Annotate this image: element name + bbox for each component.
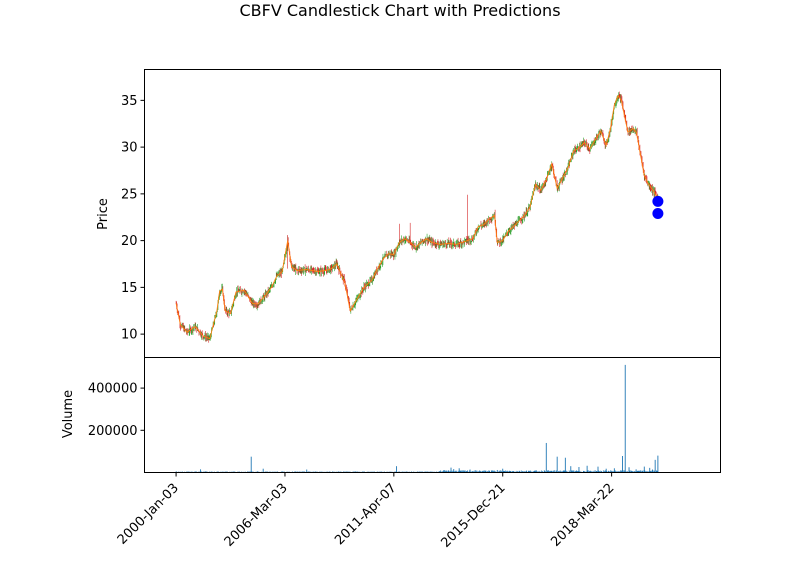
prediction-point — [652, 195, 664, 207]
close-price-line — [175, 94, 659, 340]
volume-panel: 200000 400000 Volume — [61, 357, 721, 473]
x-tick-label: 2018-Mar-22 — [548, 481, 617, 550]
prediction-point — [652, 208, 664, 219]
volume-panel-frame — [144, 357, 721, 473]
x-tick-label: 2000-Jan-03 — [115, 481, 182, 548]
price-panel: 10 15 20 25 30 35 Price — [96, 69, 721, 358]
volume-bars — [175, 364, 659, 473]
price-tick-label: 15 — [121, 281, 138, 296]
price-tick-label: 35 — [121, 94, 138, 109]
price-tick-label: 25 — [121, 187, 138, 202]
x-tick-label: 2006-Mar-03 — [222, 481, 291, 550]
price-tick-label: 30 — [121, 141, 138, 156]
x-tick-label: 2011-Apr-07 — [332, 481, 399, 548]
volume-tick-label: 400000 — [88, 382, 138, 397]
price-tick-label: 10 — [121, 328, 138, 343]
volume-y-ticks: 200000 400000 — [88, 382, 145, 439]
price-axis-label: Price — [96, 198, 111, 230]
chart-title: CBFV Candlestick Chart with Predictions — [239, 1, 560, 20]
volume-axis-label: Volume — [61, 390, 76, 438]
price-y-ticks: 10 15 20 25 30 35 — [121, 94, 145, 343]
price-panel-frame — [144, 69, 721, 358]
volume-tick-label: 200000 — [88, 424, 138, 439]
price-tick-label: 20 — [121, 234, 138, 249]
x-tick-label: 2015-Dec-21 — [438, 481, 508, 551]
price-candles — [175, 91, 659, 343]
x-axis-ticks: 2000-Jan-03 2006-Mar-03 2011-Apr-07 2015-De… — [115, 472, 617, 551]
prediction-points — [652, 195, 664, 219]
